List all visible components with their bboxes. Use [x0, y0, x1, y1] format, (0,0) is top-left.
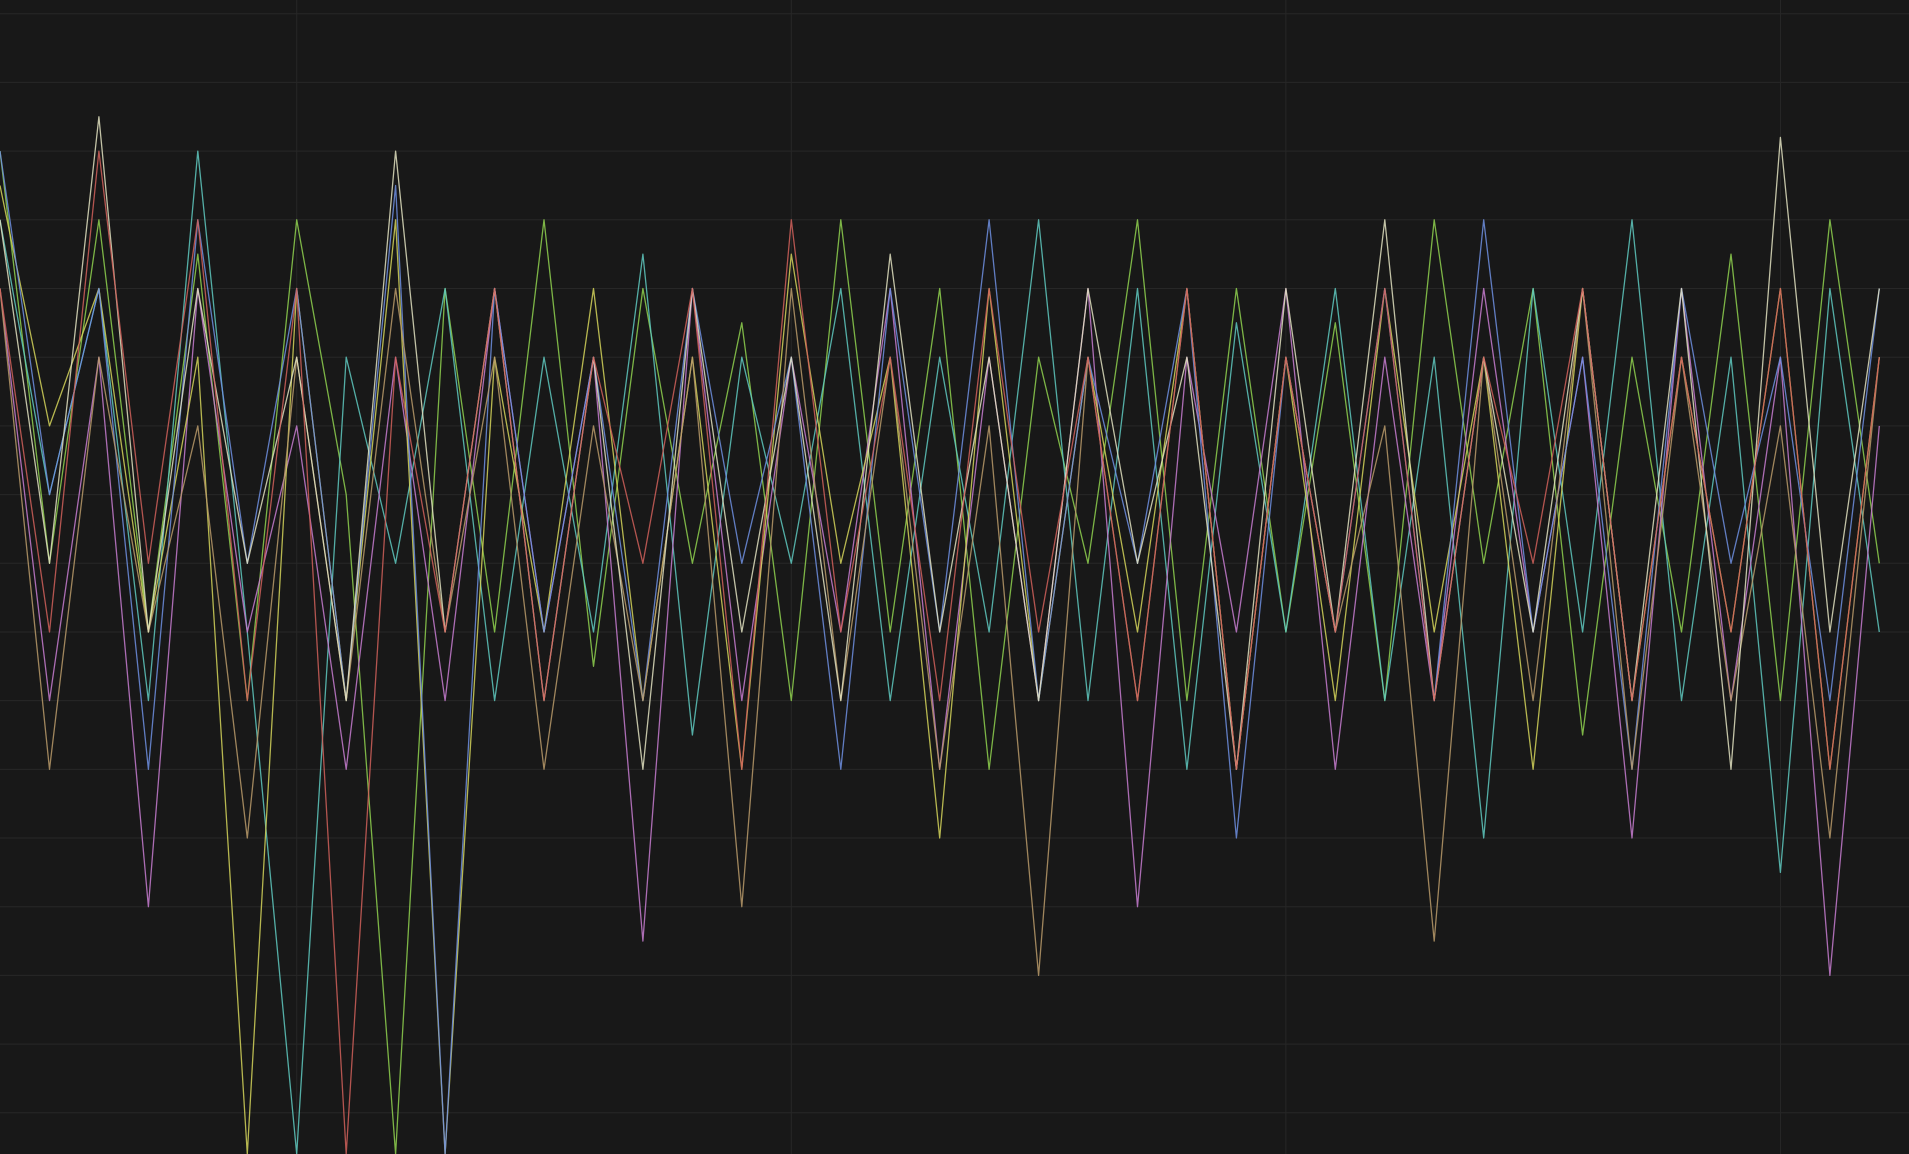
series-line: [0, 150, 1880, 1154]
series-line: [0, 151, 1880, 1154]
series-line: [0, 150, 1880, 1154]
series-line: [0, 116, 1880, 770]
